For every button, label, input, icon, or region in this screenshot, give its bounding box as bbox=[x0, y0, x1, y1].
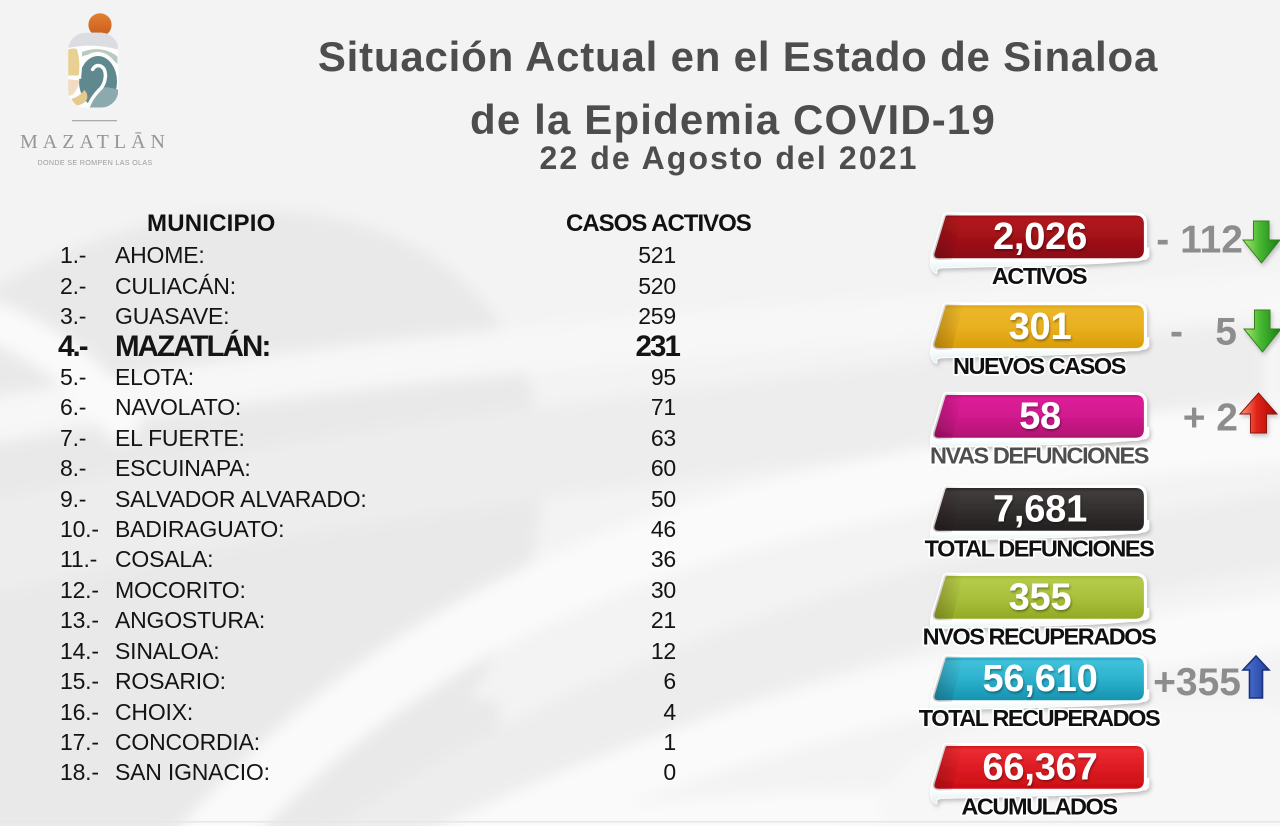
svg-text:MAZATLĀN: MAZATLĀN bbox=[20, 131, 170, 153]
svg-text:- 112: - 112 bbox=[1156, 219, 1243, 262]
svg-text:355: 355 bbox=[1009, 577, 1072, 619]
svg-text:ACUMULADOS: ACUMULADOS bbox=[961, 794, 1117, 820]
svg-text:NUEVOS CASOS: NUEVOS CASOS bbox=[953, 353, 1126, 379]
svg-text:5: 5 bbox=[1215, 311, 1237, 354]
svg-text:ACTIVOS: ACTIVOS bbox=[992, 263, 1087, 289]
svg-text:NVOS RECUPERADOS: NVOS RECUPERADOS bbox=[923, 624, 1157, 650]
svg-text:NVAS DEFUNCIONES: NVAS DEFUNCIONES bbox=[930, 443, 1149, 469]
svg-text:+355: +355 bbox=[1153, 661, 1241, 704]
svg-text:301: 301 bbox=[1009, 306, 1072, 348]
svg-text:56,610: 56,610 bbox=[982, 658, 1097, 700]
svg-text:58: 58 bbox=[1019, 396, 1061, 438]
svg-text:7,681: 7,681 bbox=[993, 489, 1087, 531]
svg-text:+ 2: + 2 bbox=[1183, 397, 1238, 440]
svg-text:-: - bbox=[1170, 311, 1183, 354]
svg-text:TOTAL DEFUNCIONES: TOTAL DEFUNCIONES bbox=[925, 536, 1154, 562]
svg-text:66,367: 66,367 bbox=[982, 747, 1097, 789]
svg-text:TOTAL RECUPERADOS: TOTAL RECUPERADOS bbox=[919, 705, 1160, 731]
svg-text:DONDE SE ROMPEN LAS OLAS: DONDE SE ROMPEN LAS OLAS bbox=[37, 158, 152, 167]
svg-text:2,026: 2,026 bbox=[993, 216, 1087, 258]
